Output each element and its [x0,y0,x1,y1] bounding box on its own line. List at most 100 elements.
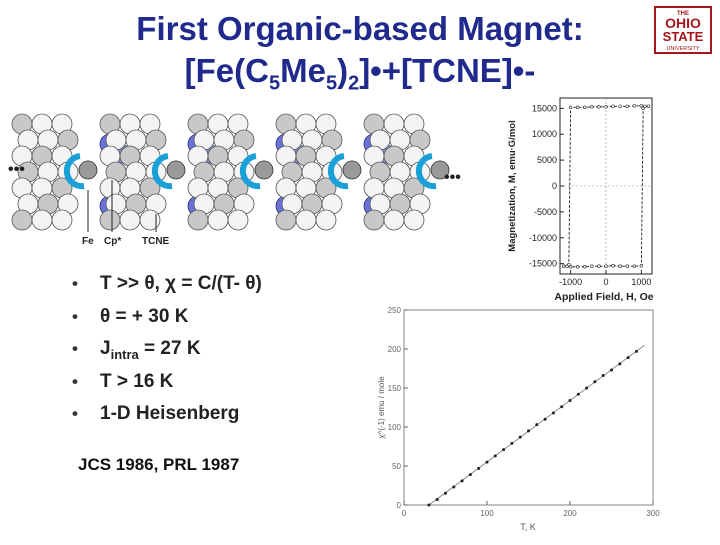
data-point [551,411,555,415]
atom-sphere [187,209,209,231]
molecular-chain-graphic: ••• ••• Fe Cp* TCNE [8,113,461,247]
data-point [468,473,472,477]
atom-sphere [227,209,249,231]
data-point [625,104,629,108]
cp-ring [415,153,437,190]
data-point [477,466,481,470]
formula-subscript: 5 [268,72,281,95]
bullet-item: 1-D Heisenberg [72,398,262,431]
fe-label: Fe [82,236,94,247]
y-tick-label: 10000 [532,129,557,139]
data-point [527,429,530,433]
y-axis-label: χ^(-1) emu / mole [377,376,386,439]
logo-text: UNIVERSITY [666,46,699,52]
tcne-label: TCNE [142,236,170,247]
y-tick-label: 0 [552,181,557,191]
atom-sphere [275,209,297,231]
y-tick-label: -10000 [529,233,557,243]
atom-sphere [403,209,425,231]
data-point [576,392,580,396]
data-point [568,398,572,402]
cp-ring [151,153,173,190]
atom-sphere [31,209,53,231]
data-point [604,105,608,109]
y-tick-label: 100 [388,423,402,432]
chain-ellipsis-left: ••• [8,161,25,178]
inverse-susceptibility-chart: 0 50 100 150 200 250 0 100 200 300 T, K χ^(-1) emu … [368,302,668,540]
inverse-susceptibility-chart-svg: 0 50 100 150 200 250 0 100 200 300 T, K χ^(-1) emu … [377,306,660,532]
data-point [601,374,605,378]
atom-sphere [295,209,317,231]
data-point [641,106,645,111]
data-point [597,264,601,268]
plot-frame [403,309,654,506]
data-point [610,368,613,372]
osu-logo: THE OHIO STATE UNIVERSITY [654,6,712,54]
data-point [535,423,539,427]
data-point [444,491,447,495]
atom-sphere [51,209,73,231]
data-point [452,485,456,489]
data-point [639,104,644,108]
data-point [493,454,497,458]
hysteresis-branch-line [563,108,644,268]
x-tick-label: 1000 [631,277,651,287]
data-point [435,498,439,502]
x-tick-label: 100 [480,509,494,518]
logo-text: STATE [663,29,704,44]
data-point [646,104,651,108]
chain-ellipsis-right: ••• [444,169,461,186]
formula-subscript: 5 [325,72,338,95]
data-point [460,479,464,483]
formula-subscript: 2 [348,72,360,95]
data-point [632,264,637,268]
atom-sphere [315,209,337,231]
bullet-text: T >> θ, χ = C/(T- θ) [100,273,262,294]
bullet-subscript: intra [110,346,139,362]
bullet-text: T > 16 K [100,370,174,392]
formula-part: [Fe(C [184,52,269,89]
data-point [561,264,566,268]
data-point [568,265,573,269]
x-tick-label: 200 [563,509,577,518]
molecular-chain-illustration: ••• ••• Fe Cp* TCNE [4,102,474,252]
data-point [590,264,594,268]
fe-atom [254,160,274,180]
data-point [639,264,644,268]
x-tick-label: 0 [402,509,407,518]
data-point [575,105,580,110]
y-tick-label: 50 [392,462,401,471]
x-tick-label: 300 [646,509,660,518]
y-tick-label: -5000 [534,207,557,217]
data-point [643,104,647,108]
hysteresis-chart: 15000 10000 5000 0 -5000 -10000 -15000 -1000 0 10… [498,92,720,308]
atom-sphere [139,209,161,231]
title-line-2: [Fe(C5Me5)2]•+[TCNE]•- [100,50,620,105]
data-point [618,362,622,366]
data-point [590,105,594,109]
y-tick-label: 200 [388,345,402,354]
cp-ring [327,153,349,190]
data-point [518,435,522,439]
cp-ring [63,153,85,190]
bullet-text: = 27 K [138,338,201,359]
data-point [632,104,637,108]
slide-title: First Organic-based Magnet: [Fe(C5Me5)2]… [100,8,620,105]
data-point [427,503,431,507]
y-tick-label: 150 [388,384,402,393]
y-tick-label: 5000 [537,155,557,165]
data-point [618,104,622,108]
data-point [597,105,601,109]
citation: JCS 1986, PRL 1987 [78,455,240,474]
x-axis-label: Applied Field, H, Oe [554,291,653,303]
data-point [502,448,506,452]
osu-logo-graphic: THE OHIO STATE UNIVERSITY [654,6,712,54]
bullet-item: Jintra = 27 K [72,333,262,366]
y-tick-label: 250 [388,306,402,315]
bullet-item: T >> θ, χ = C/(T- θ) [72,268,262,301]
data-point [611,264,615,268]
data-point [611,104,615,108]
formula-part: Me [280,52,326,89]
cp-label: Cp* [104,236,121,247]
